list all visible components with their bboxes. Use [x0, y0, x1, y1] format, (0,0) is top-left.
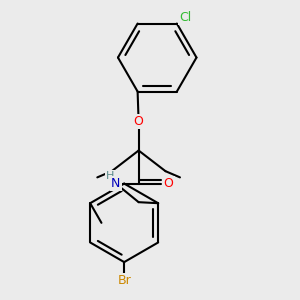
Text: H: H: [106, 171, 114, 181]
Text: O: O: [164, 177, 173, 190]
Text: N: N: [111, 177, 121, 190]
Text: O: O: [134, 115, 144, 128]
Text: Br: Br: [117, 274, 131, 287]
Text: Cl: Cl: [179, 11, 191, 24]
